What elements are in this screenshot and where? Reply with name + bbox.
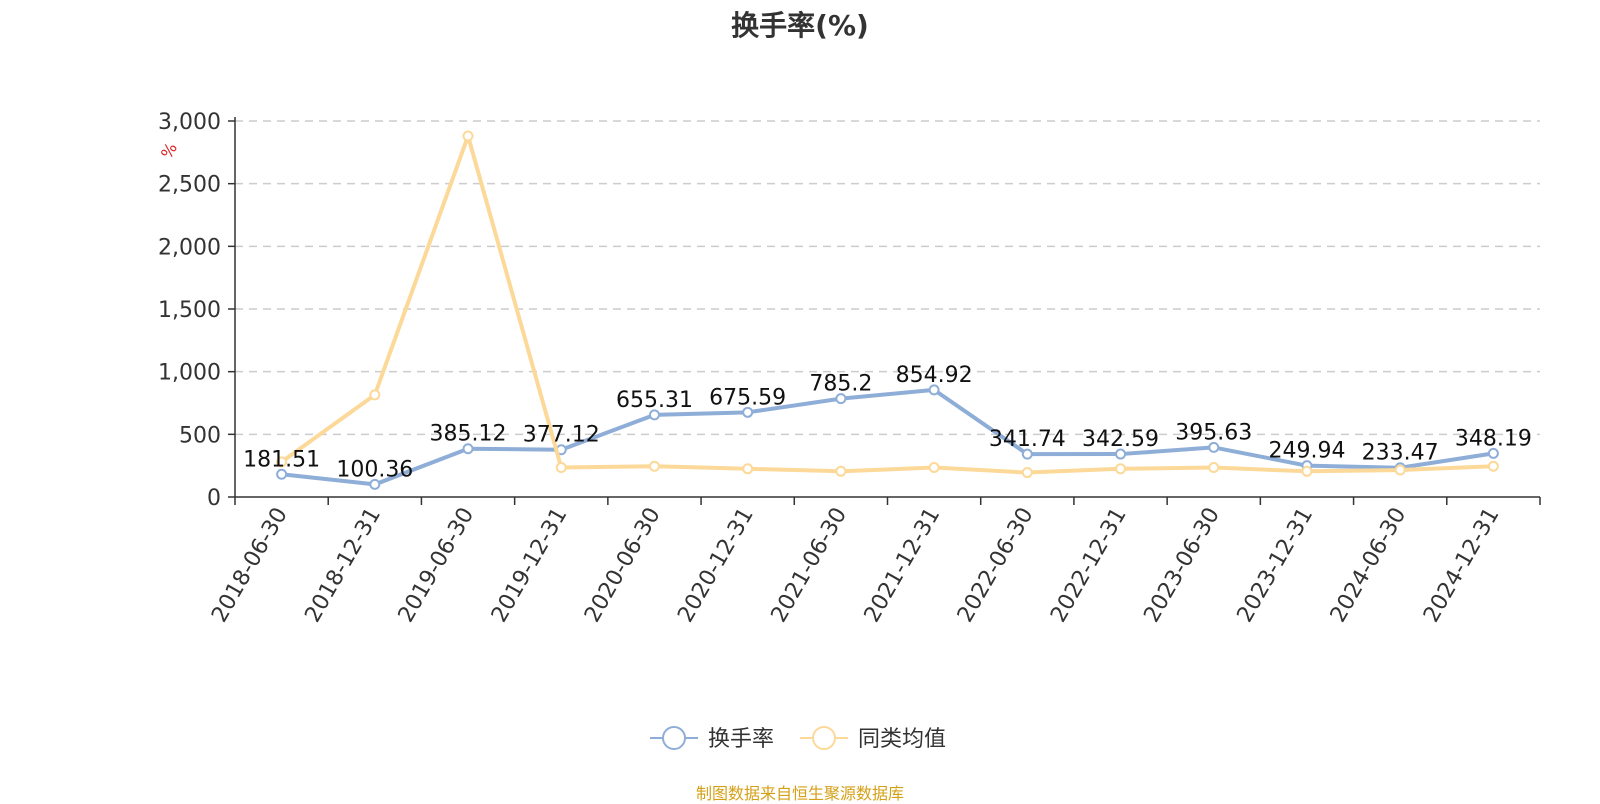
series-point xyxy=(742,406,754,418)
x-tick-label: 2021-12-31 xyxy=(860,504,946,627)
series-point xyxy=(369,389,381,401)
data-label: 233.47 xyxy=(1362,441,1439,466)
series-point xyxy=(1301,465,1313,477)
data-label: 854.92 xyxy=(896,363,973,388)
legend-marker xyxy=(662,726,686,750)
series-point xyxy=(648,409,660,421)
data-label: 341.74 xyxy=(989,427,1066,452)
data-label: 377.12 xyxy=(523,423,600,448)
gridlines xyxy=(235,120,1540,436)
series-point xyxy=(928,462,940,474)
data-label: 100.36 xyxy=(336,457,413,482)
series-point xyxy=(1115,448,1127,460)
x-tick-label: 2023-12-31 xyxy=(1233,504,1319,627)
x-tick-label: 2021-06-30 xyxy=(767,504,853,627)
legend-marker xyxy=(812,726,836,750)
y-tick-label: 2,500 xyxy=(158,173,221,198)
x-tick-label: 2020-06-30 xyxy=(580,504,666,627)
series-point xyxy=(1394,464,1406,476)
series-point xyxy=(276,456,288,468)
y-axis-unit-label: % xyxy=(157,139,181,162)
x-tick-label: 2018-06-30 xyxy=(207,504,293,627)
series-point xyxy=(1021,467,1033,479)
legend: 换手率 同类均值 xyxy=(650,726,946,752)
chart-title: 换手率(%) xyxy=(731,9,869,42)
series-point xyxy=(1021,448,1033,460)
y-tick-label: 1,500 xyxy=(158,298,221,323)
data-label: 181.51 xyxy=(243,447,320,472)
data-label: 785.2 xyxy=(809,372,872,397)
data-label: 249.94 xyxy=(1268,439,1345,464)
series-point xyxy=(462,443,474,455)
y-tick-label: 1,000 xyxy=(158,361,221,386)
data-label: 655.31 xyxy=(616,388,693,413)
series-point xyxy=(1208,441,1220,453)
legend-label: 同类均值 xyxy=(858,727,946,752)
data-label: 675.59 xyxy=(709,385,786,410)
x-tick-label: 2019-12-31 xyxy=(487,504,573,627)
x-tick-label: 2022-12-31 xyxy=(1046,504,1132,627)
series-point xyxy=(835,465,847,477)
data-label: 342.59 xyxy=(1082,427,1159,452)
data-label: 348.19 xyxy=(1455,426,1532,451)
y-tick-label: 3,000 xyxy=(158,110,221,135)
y-tick-label: 500 xyxy=(179,423,221,448)
x-tick-label: 2024-06-30 xyxy=(1326,504,1412,627)
y-tick-label: 2,000 xyxy=(158,235,221,260)
x-tick-label: 2018-12-31 xyxy=(300,504,386,627)
x-tick-label: 2022-06-30 xyxy=(953,504,1039,627)
series-point xyxy=(835,393,847,405)
series-point xyxy=(276,468,288,480)
series-point xyxy=(462,130,474,142)
series-point xyxy=(928,384,940,396)
series-point xyxy=(742,463,754,475)
series-point xyxy=(1208,462,1220,474)
data-labels: 181.51 100.36 385.12 377.12 655.31 675.59 785.… xyxy=(243,363,1532,483)
x-tick-label: 2020-12-31 xyxy=(673,504,759,627)
series-point xyxy=(1115,463,1127,475)
series-point xyxy=(1487,447,1499,459)
series-line-1 xyxy=(280,134,1494,475)
data-label: 395.63 xyxy=(1175,420,1252,445)
series-point xyxy=(648,460,660,472)
series-point xyxy=(1487,460,1499,472)
x-tick-label: 2023-06-30 xyxy=(1139,504,1225,627)
x-tick-label: 2019-06-30 xyxy=(394,504,480,627)
data-label: 385.12 xyxy=(430,422,507,447)
series-line-0 xyxy=(281,387,1494,487)
series-lines xyxy=(276,130,1499,490)
series-point xyxy=(369,478,381,490)
y-tick-label: 0 xyxy=(207,486,221,511)
series-point xyxy=(555,462,567,474)
x-tick-label: 2024-12-31 xyxy=(1419,504,1505,627)
source-note: 制图数据来自恒生聚源数据库 xyxy=(695,784,904,803)
legend-label: 换手率 xyxy=(708,727,774,752)
